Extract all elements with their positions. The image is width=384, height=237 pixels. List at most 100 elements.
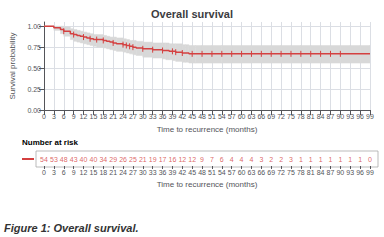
svg-text:84: 84 [317, 169, 325, 176]
svg-text:0.25: 0.25 [27, 86, 41, 93]
svg-text:17: 17 [159, 156, 167, 163]
svg-text:26: 26 [119, 156, 127, 163]
svg-text:30: 30 [139, 169, 147, 176]
svg-text:18: 18 [99, 169, 107, 176]
svg-text:6: 6 [220, 156, 224, 163]
svg-text:48: 48 [198, 169, 206, 176]
svg-text:6: 6 [62, 169, 66, 176]
svg-text:Figure 1: Overall survival.: Figure 1: Overall survival. [4, 222, 139, 234]
svg-text:66: 66 [257, 169, 265, 176]
svg-text:15: 15 [89, 169, 97, 176]
svg-text:48: 48 [60, 156, 68, 163]
svg-text:99: 99 [366, 113, 374, 120]
svg-text:96: 96 [356, 113, 364, 120]
svg-text:27: 27 [129, 169, 137, 176]
svg-text:40: 40 [89, 156, 97, 163]
svg-text:0: 0 [42, 113, 46, 120]
svg-text:90: 90 [336, 113, 344, 120]
svg-text:4: 4 [250, 156, 254, 163]
svg-text:29: 29 [109, 156, 117, 163]
svg-text:93: 93 [346, 113, 354, 120]
svg-text:Number at risk: Number at risk [22, 138, 79, 147]
svg-text:0.50: 0.50 [27, 65, 41, 72]
svg-text:69: 69 [267, 113, 275, 120]
svg-text:4: 4 [240, 156, 244, 163]
svg-text:42: 42 [178, 113, 186, 120]
svg-text:72: 72 [277, 113, 285, 120]
svg-text:45: 45 [188, 113, 196, 120]
svg-text:3: 3 [52, 113, 56, 120]
svg-text:66: 66 [257, 113, 265, 120]
svg-text:16: 16 [169, 156, 177, 163]
svg-text:30: 30 [139, 113, 147, 120]
svg-text:Time to recurrence (months): Time to recurrence (months) [157, 125, 258, 134]
svg-text:90: 90 [336, 169, 344, 176]
svg-text:12: 12 [188, 156, 196, 163]
svg-text:42: 42 [178, 169, 186, 176]
svg-text:1: 1 [309, 156, 313, 163]
svg-text:0.00: 0.00 [27, 107, 41, 114]
svg-text:1: 1 [329, 156, 333, 163]
svg-text:0: 0 [42, 169, 46, 176]
svg-text:12: 12 [80, 113, 88, 120]
svg-text:99: 99 [366, 169, 374, 176]
svg-text:2: 2 [269, 156, 273, 163]
svg-text:72: 72 [277, 169, 285, 176]
svg-text:84: 84 [317, 113, 325, 120]
svg-text:39: 39 [169, 113, 177, 120]
svg-text:18: 18 [99, 113, 107, 120]
svg-text:4: 4 [230, 156, 234, 163]
svg-text:1: 1 [338, 156, 342, 163]
svg-text:33: 33 [149, 113, 157, 120]
svg-text:60: 60 [238, 113, 246, 120]
svg-text:75: 75 [287, 169, 295, 176]
svg-text:12: 12 [80, 169, 88, 176]
svg-text:Overall survival: Overall survival [151, 8, 233, 20]
svg-text:81: 81 [307, 169, 315, 176]
svg-text:53: 53 [50, 156, 58, 163]
svg-text:78: 78 [297, 169, 305, 176]
svg-text:81: 81 [307, 113, 315, 120]
svg-text:43: 43 [70, 156, 78, 163]
svg-text:24: 24 [119, 113, 127, 120]
svg-text:51: 51 [208, 169, 216, 176]
svg-text:36: 36 [159, 169, 167, 176]
svg-text:27: 27 [129, 113, 137, 120]
svg-text:2: 2 [279, 156, 283, 163]
svg-text:87: 87 [327, 113, 335, 120]
svg-text:40: 40 [80, 156, 88, 163]
svg-text:21: 21 [139, 156, 147, 163]
svg-text:54: 54 [218, 169, 226, 176]
svg-text:57: 57 [228, 113, 236, 120]
svg-text:19: 19 [149, 156, 157, 163]
svg-text:21: 21 [109, 113, 117, 120]
svg-text:51: 51 [208, 113, 216, 120]
svg-text:63: 63 [248, 169, 256, 176]
svg-text:21: 21 [109, 169, 117, 176]
svg-text:3: 3 [289, 156, 293, 163]
svg-text:45: 45 [188, 169, 196, 176]
svg-text:0: 0 [368, 156, 372, 163]
svg-text:Survival probability: Survival probability [8, 32, 17, 99]
svg-text:63: 63 [248, 113, 256, 120]
svg-text:Time to recurrence (months): Time to recurrence (months) [157, 180, 258, 189]
svg-text:15: 15 [89, 113, 97, 120]
svg-text:33: 33 [149, 169, 157, 176]
svg-text:3: 3 [52, 169, 56, 176]
svg-text:36: 36 [159, 113, 167, 120]
svg-text:69: 69 [267, 169, 275, 176]
svg-text:9: 9 [72, 169, 76, 176]
svg-text:9: 9 [72, 113, 76, 120]
svg-text:78: 78 [297, 113, 305, 120]
svg-text:87: 87 [327, 169, 335, 176]
svg-text:7: 7 [210, 156, 214, 163]
svg-text:39: 39 [169, 169, 177, 176]
svg-text:6: 6 [62, 113, 66, 120]
svg-text:0.75: 0.75 [27, 44, 41, 51]
svg-text:54: 54 [40, 156, 48, 163]
svg-text:54: 54 [218, 113, 226, 120]
svg-text:1: 1 [358, 156, 362, 163]
svg-text:96: 96 [356, 169, 364, 176]
svg-text:1: 1 [319, 156, 323, 163]
svg-text:1: 1 [299, 156, 303, 163]
